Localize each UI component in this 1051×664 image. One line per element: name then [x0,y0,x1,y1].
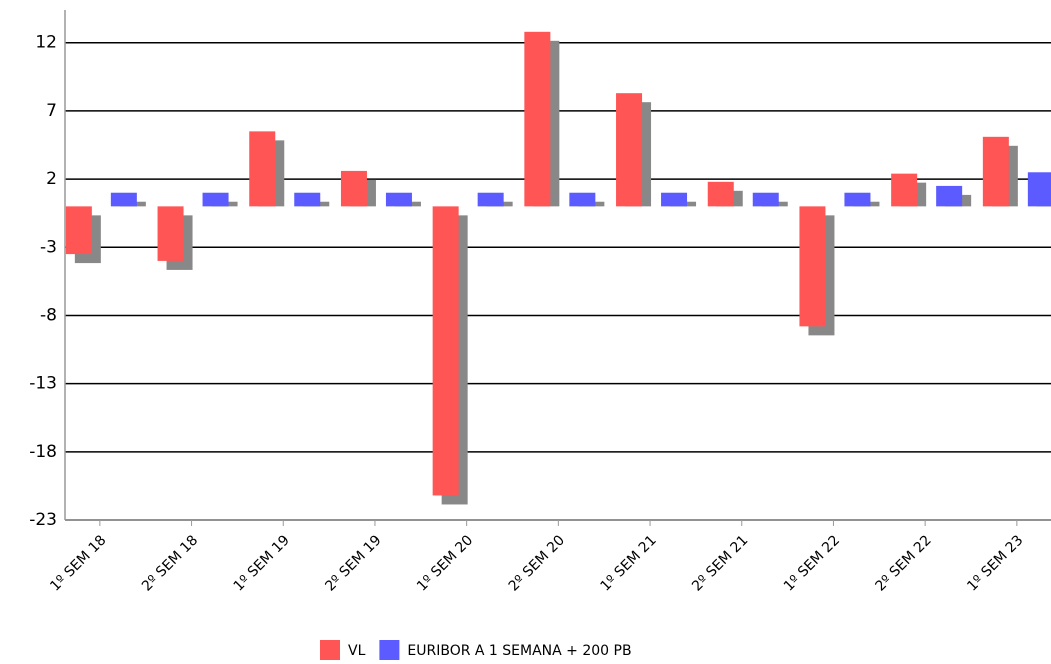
bar [477,192,504,207]
y-tick-label: 12 [35,33,57,53]
x-tick-label: 1º SEM 20 [414,532,476,594]
y-tick-label: -3 [40,237,57,257]
bar [202,192,229,207]
bar [249,131,276,207]
x-tick-label: 2º SEM 21 [689,532,751,594]
legend-swatch [320,640,340,660]
bar [1027,172,1051,207]
bar [616,93,643,207]
y-tick-label: -8 [40,305,57,325]
x-tick-label: 1º SEM 18 [47,532,109,594]
bar [661,192,688,207]
bar [110,192,137,207]
y-tick-label: -13 [29,374,57,394]
bar [707,181,734,207]
x-tick-label: 1º SEM 21 [597,532,659,594]
x-tick-label: 2º SEM 22 [873,532,935,594]
bar [157,206,184,261]
y-tick-label: 2 [46,169,57,189]
bar [936,185,963,207]
bar [65,206,92,255]
bar [982,136,1009,207]
y-tick-label: -23 [29,510,57,530]
x-tick-label: 2º SEM 19 [322,532,384,594]
bar [385,192,412,207]
bar [752,192,779,207]
bar [432,206,459,496]
y-tick-label: 7 [46,101,57,121]
bar [799,206,826,327]
bar [524,31,551,207]
bar [340,170,367,207]
x-tick-label: 1º SEM 22 [781,532,843,594]
x-tick-label: 2º SEM 18 [139,532,201,594]
legend-label: EURIBOR A 1 SEMANA + 200 PB [407,643,631,659]
x-tick-label: 1º SEM 19 [231,532,293,594]
bar [891,173,918,207]
bar [569,192,596,207]
x-tick-label: 1º SEM 23 [964,532,1026,594]
y-tick-label: -18 [29,442,57,462]
bar [294,192,321,207]
legend-swatch [379,640,400,660]
bar [844,192,871,207]
x-tick-label: 2º SEM 20 [506,532,568,594]
legend-label: VL [348,643,366,659]
